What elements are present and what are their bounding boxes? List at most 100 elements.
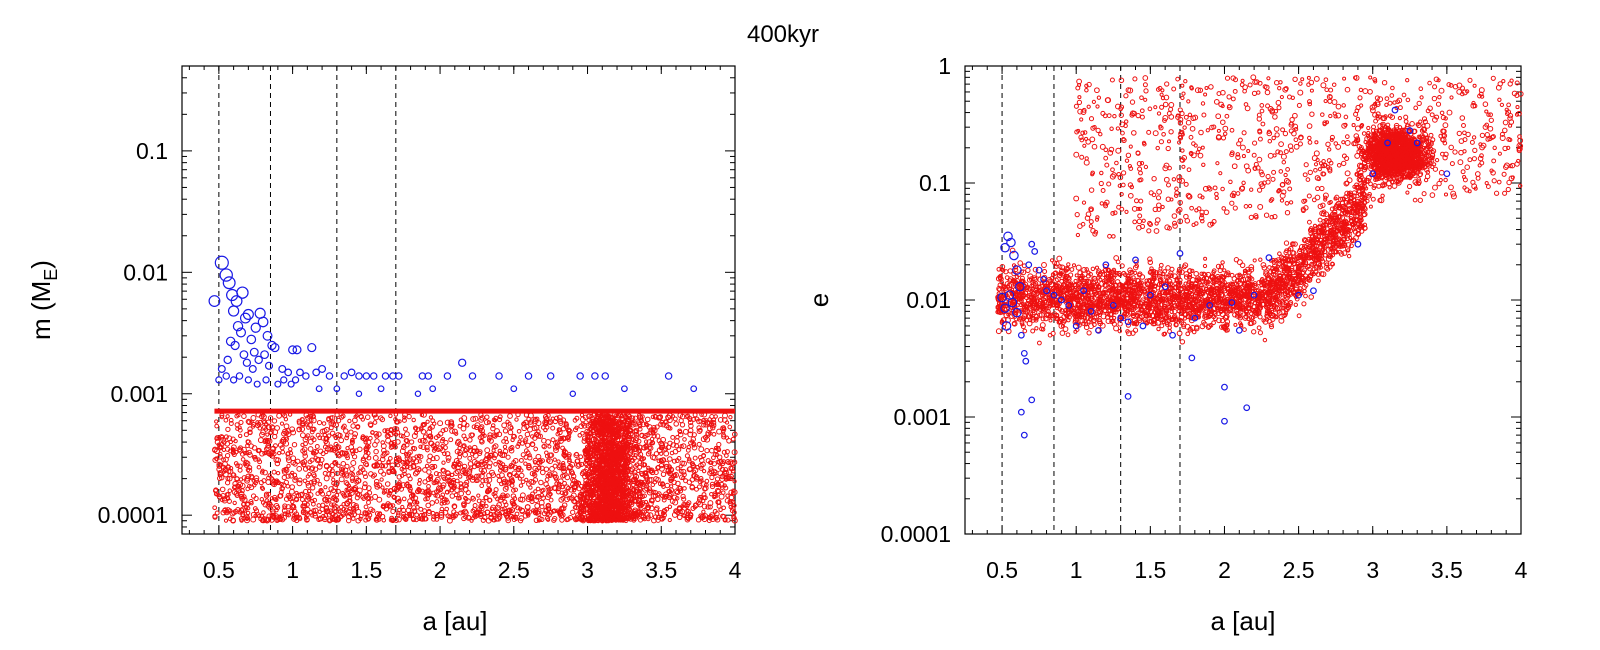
mass-panel-x-tick-label: 0.5 bbox=[203, 557, 235, 583]
planetesimal-point bbox=[304, 496, 311, 503]
planetesimal-point bbox=[355, 517, 361, 524]
planetesimal-point bbox=[716, 447, 722, 453]
mass-panel: a [au] m (ME) 0.5 1 1.5 2 2.5 3 3.5 40.00010.00… bbox=[26, 65, 742, 636]
embryo-point bbox=[340, 372, 348, 380]
planetesimal-point bbox=[536, 518, 542, 523]
planetesimal-point bbox=[517, 476, 523, 481]
planetesimal-point bbox=[317, 448, 324, 454]
planetesimal-point bbox=[518, 434, 523, 440]
planetesimal-point bbox=[429, 500, 436, 506]
planetesimal-point bbox=[698, 462, 704, 469]
planetesimal-point bbox=[532, 477, 539, 483]
planetesimal-point bbox=[1124, 209, 1129, 214]
planetesimal-point bbox=[724, 420, 730, 425]
planetesimal-point bbox=[399, 473, 405, 478]
planetesimal-point bbox=[338, 476, 345, 483]
planetesimal-point bbox=[533, 517, 540, 524]
planetesimal-point bbox=[676, 514, 683, 521]
embryo-point bbox=[214, 255, 229, 270]
planetesimal-point bbox=[238, 419, 244, 425]
planetesimal-point bbox=[283, 423, 290, 430]
planetesimal-point bbox=[380, 453, 386, 459]
planetesimal-point bbox=[467, 467, 473, 473]
planetesimal-point bbox=[547, 444, 552, 449]
planetesimal-point bbox=[350, 502, 357, 508]
planetesimal-point bbox=[461, 443, 467, 449]
planetesimal-point bbox=[271, 418, 278, 424]
planetesimal-point bbox=[690, 505, 696, 511]
planetesimal-point bbox=[448, 437, 454, 443]
eccentricity-panel-y-axis-label: e bbox=[804, 293, 834, 307]
planetesimal-point bbox=[427, 453, 433, 460]
planetesimal-point bbox=[413, 426, 418, 431]
planetesimal-point bbox=[695, 517, 702, 523]
planetesimal-point bbox=[417, 481, 422, 486]
mass-panel-y-axis-label-tail: ) bbox=[26, 260, 56, 269]
eccentricity-panel-x-tick-label: 3.5 bbox=[1431, 557, 1463, 583]
planetesimal-point bbox=[507, 413, 513, 419]
planetesimal-point bbox=[520, 452, 526, 458]
planetesimal-point bbox=[295, 458, 301, 464]
planetesimal-point bbox=[673, 438, 680, 445]
planetesimal-point bbox=[715, 487, 721, 494]
planetesimal-point bbox=[352, 431, 359, 437]
planetesimal-point bbox=[726, 438, 732, 444]
planetesimal-point bbox=[352, 417, 358, 424]
planetesimal-point bbox=[462, 451, 468, 458]
planetesimal-point bbox=[1302, 172, 1308, 178]
planetesimal-point bbox=[547, 458, 553, 465]
planetesimal-point bbox=[482, 511, 487, 516]
planetesimal-point bbox=[237, 463, 243, 469]
planetesimal-point bbox=[674, 496, 680, 501]
planetesimal-point bbox=[422, 479, 428, 485]
planetesimal-point bbox=[1224, 75, 1231, 81]
planetesimal-point bbox=[484, 414, 490, 420]
embryo-point bbox=[222, 372, 231, 380]
planetesimal-point bbox=[479, 459, 485, 465]
planetesimal-point bbox=[522, 439, 528, 444]
planetesimal-point bbox=[562, 453, 567, 459]
planetesimal-point bbox=[245, 439, 252, 446]
planetesimal-point bbox=[518, 483, 524, 488]
planetesimal-point bbox=[704, 447, 710, 454]
planetesimal-point bbox=[301, 446, 308, 453]
planetesimal-point bbox=[373, 478, 380, 485]
eccentricity-panel-y-tick-label: 0.1 bbox=[919, 170, 951, 196]
eccentricity-panel: a [au] e 0.5 1 1.5 2 2.5 3 3.5 40.00010.0010.01… bbox=[804, 53, 1528, 636]
planetesimal-point bbox=[358, 464, 364, 471]
planetesimal-point bbox=[424, 463, 430, 469]
mass-panel-y-axis-label-main: m (M bbox=[26, 281, 56, 340]
planetesimal-point bbox=[344, 500, 351, 507]
planetesimal-point bbox=[302, 450, 308, 456]
planetesimal-point bbox=[716, 428, 723, 435]
planetesimal-point bbox=[314, 444, 320, 449]
planetesimal-point bbox=[445, 458, 451, 463]
planetesimal-point bbox=[502, 448, 509, 455]
planetesimal-point bbox=[296, 480, 303, 487]
planetesimal-point bbox=[442, 476, 447, 481]
planetesimal-point bbox=[663, 450, 670, 457]
planetesimal-point bbox=[432, 464, 438, 469]
planetesimal-point bbox=[449, 493, 456, 499]
planetesimal-point bbox=[230, 447, 236, 453]
planetesimal-point bbox=[265, 479, 272, 485]
planetesimal-point bbox=[667, 504, 673, 510]
planetesimal-point bbox=[398, 433, 404, 439]
planetesimal-point bbox=[705, 458, 711, 464]
planetesimal-point bbox=[701, 468, 707, 474]
planetesimal-point bbox=[516, 428, 522, 434]
planetesimal-point bbox=[560, 445, 565, 451]
planetesimal-point bbox=[288, 447, 293, 452]
eccentricity-panel-x-tick-label: 3 bbox=[1366, 557, 1379, 583]
planetesimal-point bbox=[379, 416, 386, 423]
planetesimal-point bbox=[306, 488, 312, 494]
planetesimal-point bbox=[420, 429, 427, 435]
planetesimal-point bbox=[323, 475, 330, 482]
planetesimal-point bbox=[1262, 337, 1268, 343]
planetesimal-point bbox=[716, 482, 721, 488]
planetesimal-point bbox=[510, 487, 516, 493]
embryo-point bbox=[208, 295, 221, 307]
planetesimal-point bbox=[391, 494, 396, 500]
planetesimal-point bbox=[272, 433, 278, 440]
